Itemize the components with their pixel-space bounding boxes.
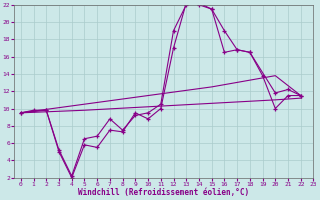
- X-axis label: Windchill (Refroidissement éolien,°C): Windchill (Refroidissement éolien,°C): [78, 188, 250, 197]
